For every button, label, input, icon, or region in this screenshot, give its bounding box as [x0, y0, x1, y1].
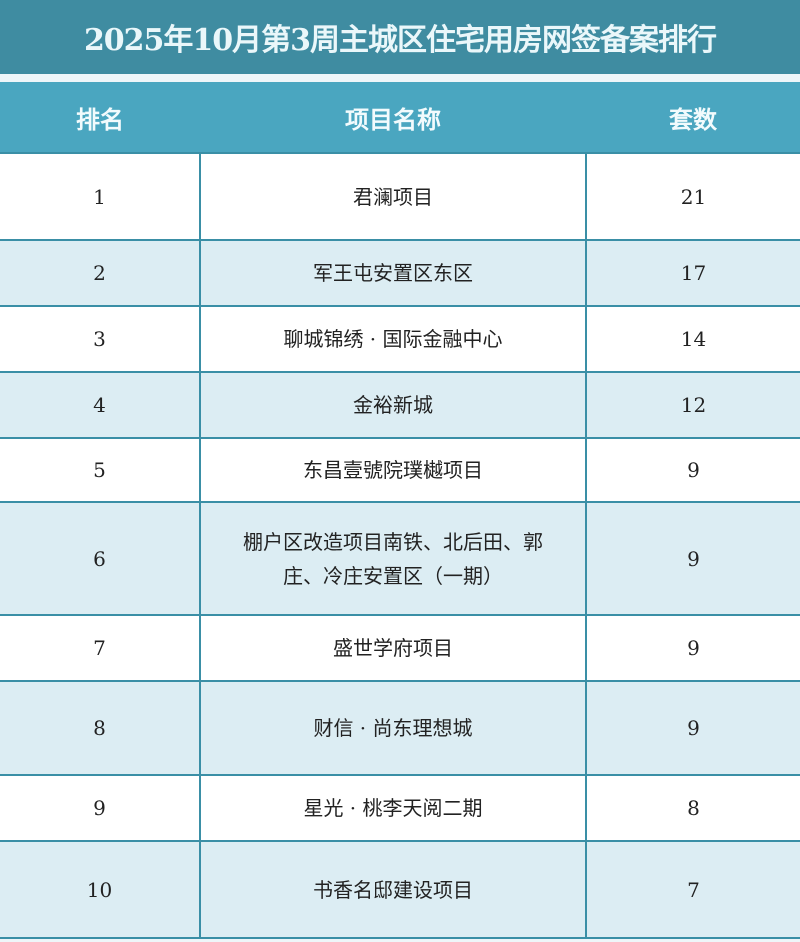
- header-row: 排名 项目名称 套数: [0, 82, 800, 153]
- rank-cell: 6: [0, 501, 201, 616]
- table-row: 3 聊城锦绣 · 国际金融中心 14: [0, 305, 800, 373]
- project-name-cell: 君澜项目: [199, 152, 587, 241]
- count-cell: 9: [585, 437, 800, 503]
- count-cell: 17: [585, 239, 800, 307]
- table-row: 4 金裕新城 12: [0, 371, 800, 439]
- table-row: 1 君澜项目 21: [0, 152, 800, 241]
- ranking-table: 排名 项目名称 套数 1 君澜项目 21 2 军王屯安置区东区 17 3 聊城锦绣 · 国际金…: [0, 82, 800, 939]
- table-row: 9 星光 · 桃李天阅二期 8: [0, 774, 800, 842]
- header-count: 套数: [586, 82, 800, 153]
- rank-cell: 4: [0, 371, 201, 439]
- count-cell: 7: [585, 840, 800, 939]
- rank-cell: 2: [0, 239, 201, 307]
- count-cell: 9: [585, 614, 800, 682]
- count-cell: 9: [585, 501, 800, 616]
- project-name-cell: 金裕新城: [199, 371, 587, 439]
- rank-cell: 3: [0, 305, 201, 373]
- rank-cell: 7: [0, 614, 201, 682]
- rank-cell: 1: [0, 152, 201, 241]
- project-name-cell: 书香名邸建设项目: [199, 840, 587, 939]
- rank-cell: 8: [0, 680, 201, 776]
- table-row: 2 军王屯安置区东区 17: [0, 239, 800, 307]
- table-row: 7 盛世学府项目 9: [0, 614, 800, 682]
- count-cell: 8: [585, 774, 800, 842]
- rank-cell: 9: [0, 774, 201, 842]
- project-name-cell: 财信 · 尚东理想城: [199, 680, 587, 776]
- project-name-cell: 星光 · 桃李天阅二期: [199, 774, 587, 842]
- table-row: 6 棚户区改造项目南铁、北后田、郭庄、冷庄安置区（一期） 9: [0, 501, 800, 616]
- count-cell: 14: [585, 305, 800, 373]
- table-row: 8 财信 · 尚东理想城 9: [0, 680, 800, 776]
- header-project-name: 项目名称: [200, 82, 586, 153]
- project-name-cell: 盛世学府项目: [199, 614, 587, 682]
- project-name-cell: 棚户区改造项目南铁、北后田、郭庄、冷庄安置区（一期）: [199, 501, 587, 616]
- table-row: 5 东昌壹號院璞樾项目 9: [0, 437, 800, 503]
- rank-cell: 10: [0, 840, 201, 939]
- project-name-cell: 东昌壹號院璞樾项目: [199, 437, 587, 503]
- count-cell: 21: [585, 152, 800, 241]
- table-title: 2025年10月第3周主城区住宅用房网签备案排行: [0, 0, 800, 74]
- project-name-cell: 军王屯安置区东区: [199, 239, 587, 307]
- table-row: 10 书香名邸建设项目 7: [0, 840, 800, 939]
- count-cell: 12: [585, 371, 800, 439]
- header-rank: 排名: [0, 82, 200, 153]
- rank-cell: 5: [0, 437, 201, 503]
- project-name-cell: 聊城锦绣 · 国际金融中心: [199, 305, 587, 373]
- count-cell: 9: [585, 680, 800, 776]
